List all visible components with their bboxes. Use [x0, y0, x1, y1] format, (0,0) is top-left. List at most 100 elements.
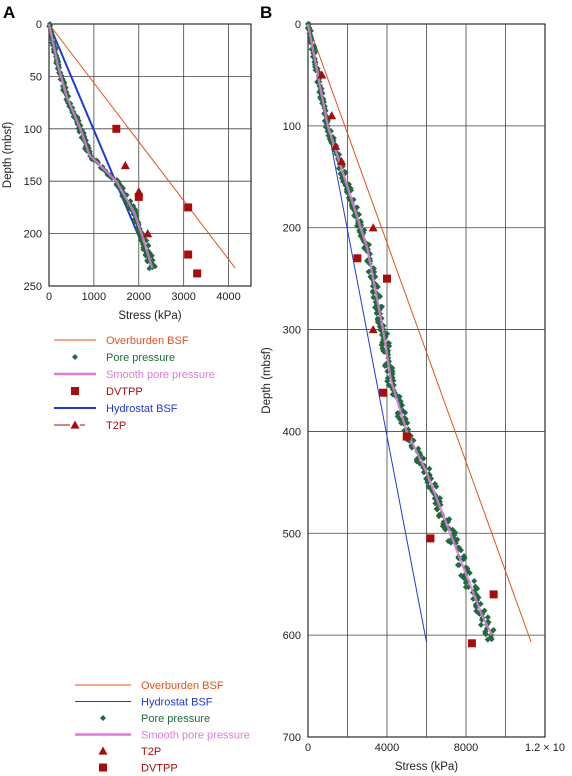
x-tick-label: 2000: [127, 291, 151, 303]
pore-pressure-point: [78, 134, 85, 141]
pore-pressure-point: [435, 513, 442, 520]
pore-pressure-point: [462, 579, 469, 586]
plot-frame: [48, 23, 252, 287]
y-tick-label: 100: [24, 124, 42, 136]
legend-label-smooth: Smooth pore pressure: [106, 369, 215, 381]
y-tick-label: 200: [283, 223, 301, 235]
t2p-point: [134, 187, 144, 196]
legend-label-pore: Pore pressure: [141, 713, 210, 725]
legend-panel-a: Overburden BSF Pore pressure Smooth pore p…: [54, 335, 215, 432]
y-tick-label: 150: [24, 176, 42, 188]
pore-pressure-point: [119, 193, 125, 199]
pore-pressure-point: [123, 192, 130, 198]
legend-label-t2p: T2P: [141, 746, 161, 758]
legend-swatch-pore: [100, 715, 106, 721]
smooth-pore-pressure-line: [306, 23, 493, 636]
pore-pressure-point: [413, 458, 420, 465]
pore-pressure-point: [460, 574, 467, 581]
pore-pressure-point: [484, 614, 491, 621]
legend-swatch-pore: [72, 354, 78, 360]
pore-pressure-point: [482, 630, 489, 637]
dvtpp-point: [134, 192, 143, 201]
dvtpp-point: [489, 590, 498, 599]
y-tick-label: 500: [283, 528, 301, 540]
y-axis-label: Depth (mbsf): [261, 347, 273, 414]
legend-label-overburden: Overburden BSF: [106, 335, 189, 347]
pore-pressure-point: [425, 484, 432, 491]
pore-pressure-point: [123, 200, 130, 207]
y-tick-label: 600: [283, 630, 301, 642]
t2p-point: [327, 111, 337, 120]
legend-label-overburden: Overburden BSF: [141, 680, 224, 692]
x-tick-label: 1000: [82, 291, 106, 303]
legend-label-smooth: Smooth pore pressure: [141, 730, 250, 742]
x-axis-label: Stress (kPa): [118, 310, 181, 322]
overburden-line: [307, 23, 532, 643]
t2p-point: [331, 141, 341, 150]
t2p-point: [368, 223, 378, 232]
y-tick-label: 700: [283, 732, 301, 744]
legend-label-hydrostat: Hydrostat BSF: [106, 403, 178, 415]
pore-pressure-point: [365, 268, 372, 275]
pore-pressure-point: [471, 578, 478, 585]
dvtpp-point: [467, 639, 476, 648]
overburden-line: [48, 23, 236, 269]
pore-pressure-point: [466, 570, 473, 577]
pore-pressure-point: [144, 258, 151, 265]
chart-panel-a: 0 1000 2000 3000 4000 0 50 100 150 200 250 Stress (…: [2, 19, 252, 322]
dvtpp-point: [383, 274, 391, 283]
pore-pressure-point: [377, 293, 384, 300]
t2p-point: [143, 229, 153, 238]
dvtpp-point: [379, 388, 388, 397]
pore-pressure-point: [456, 562, 463, 569]
y-tick-label: 300: [283, 325, 301, 337]
x-axis-multiplier: 1.2 × 10: [525, 742, 565, 754]
pore-pressure-point: [457, 547, 464, 554]
t2p-point: [337, 157, 347, 166]
pore-pressure-point: [477, 621, 484, 628]
t2p-point: [317, 70, 327, 79]
dvtpp-point: [193, 269, 202, 278]
dvtpp-point: [402, 432, 411, 441]
y-tick-label: 100: [283, 121, 301, 133]
pore-pressure-point: [426, 465, 433, 472]
pore-pressure-point: [149, 257, 156, 264]
pore-pressure-point: [451, 531, 458, 538]
x-tick-label: 0: [305, 742, 311, 754]
smooth-pore-pressure-line: [47, 23, 154, 269]
y-tick-label: 200: [24, 229, 42, 241]
x-tick-label: 8000: [454, 742, 478, 754]
dvtpp-point: [426, 534, 435, 543]
pore-pressure-point: [132, 206, 139, 213]
y-tick-label: 250: [24, 281, 42, 293]
legend-swatch-dvtpp: [99, 763, 107, 772]
y-axis-label: Depth (mbsf): [2, 122, 14, 189]
y-tick-label: 0: [295, 19, 301, 31]
pore-pressure-point: [490, 627, 497, 634]
dvtpp-point: [112, 124, 121, 133]
pore-pressure-point: [484, 636, 491, 643]
pore-pressure-point: [143, 237, 150, 244]
dvtpp-point: [353, 254, 362, 263]
pore-pressure-point: [152, 263, 158, 270]
pore-pressure-point: [402, 409, 409, 416]
legend-label-t2p: T2P: [106, 420, 126, 432]
pore-pressure-point: [433, 483, 440, 490]
x-axis-label: Stress (kPa): [395, 761, 458, 773]
panel-letter-b: B: [260, 3, 272, 22]
legend-swatch-t2p: [98, 746, 108, 755]
legend-panel-b: Overburden BSF Hydrostat BSF Pore pressure…: [75, 680, 250, 775]
legend-label-dvtpp: DVTPP: [106, 386, 143, 398]
y-tick-label: 400: [283, 426, 301, 438]
legend-swatch-t2p: [70, 420, 80, 429]
panel-letter-a: A: [3, 3, 15, 22]
pore-pressure-point: [420, 455, 427, 462]
legend-label-pore: Pore pressure: [106, 352, 175, 364]
y-tick-label: 0: [36, 19, 42, 31]
pore-pressure-point: [445, 538, 452, 545]
pore-pressure-point: [474, 585, 481, 592]
dvtpp-point: [184, 250, 193, 259]
x-tick-label: 3000: [171, 291, 195, 303]
